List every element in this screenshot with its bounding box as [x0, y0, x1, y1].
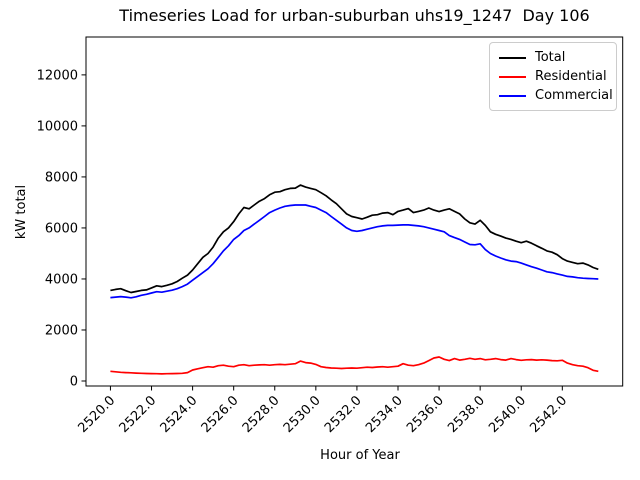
- x-tick-label: 2522.0: [117, 393, 160, 436]
- x-tick-label: 2538.0: [445, 393, 488, 436]
- legend-label-residential: Residential: [535, 69, 607, 84]
- total-line-swatch: [499, 56, 526, 59]
- y-tick-label: 12000: [37, 68, 78, 83]
- x-axis-label: Hour of Year: [320, 448, 400, 463]
- legend-item-commercial: Commercial: [499, 89, 613, 102]
- legend-label-total: Total: [535, 50, 566, 65]
- commercial-line-swatch: [499, 94, 526, 97]
- x-tick-label: 2532.0: [322, 393, 365, 436]
- legend-item-total: Total: [499, 51, 607, 64]
- x-tick-label: 2534.0: [363, 393, 406, 436]
- x-tick-label: 2542.0: [527, 393, 570, 436]
- x-tick-label: 2540.0: [486, 393, 529, 436]
- y-tick-label: 4000: [45, 272, 78, 287]
- x-tick-label: 2520.0: [75, 393, 118, 436]
- x-tick-label: 2526.0: [199, 393, 242, 436]
- axes-spines: [85, 36, 624, 387]
- y-tick-label: 6000: [45, 221, 78, 236]
- legend-item-residential: Residential: [499, 70, 607, 83]
- y-tick-label: 10000: [37, 119, 78, 134]
- x-tick-label: 2536.0: [404, 393, 447, 436]
- y-tick-label: 2000: [45, 323, 78, 338]
- y-axis-label: kW total: [14, 185, 29, 239]
- legend: Total Residential Commercial: [489, 42, 617, 111]
- chart-title: Timeseries Load for urban-suburban uhs19…: [119, 6, 590, 25]
- legend-label-commercial: Commercial: [535, 88, 613, 103]
- x-tick-label: 2528.0: [240, 393, 283, 436]
- series-line-commercial: [110, 204, 599, 299]
- series-line-total: [110, 184, 599, 294]
- residential-line-swatch: [499, 75, 526, 78]
- series-line-residential: [110, 356, 599, 375]
- x-tick-label: 2530.0: [281, 393, 324, 436]
- x-tick-label: 2524.0: [158, 393, 201, 436]
- y-tick-label: 8000: [45, 170, 78, 185]
- y-tick-label: 0: [70, 375, 78, 390]
